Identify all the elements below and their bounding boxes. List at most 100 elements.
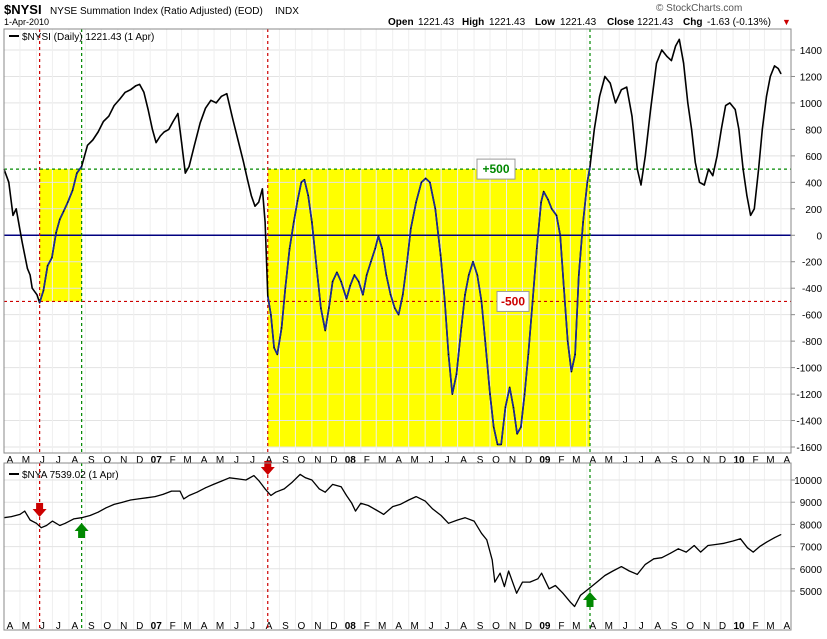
nya-point bbox=[562, 592, 564, 594]
xtick-label-lower-28: A bbox=[460, 621, 467, 632]
nya-point bbox=[332, 483, 334, 485]
xtick-label-upper-22: F bbox=[364, 455, 370, 466]
nya-point bbox=[424, 500, 426, 502]
nysi-point bbox=[168, 128, 170, 130]
nysi-point bbox=[92, 139, 94, 141]
nysi-point bbox=[143, 91, 145, 93]
nysi-point bbox=[242, 160, 244, 162]
nysi-point bbox=[42, 290, 45, 292]
red-down-arrow-icon bbox=[260, 461, 275, 475]
nysi-point bbox=[604, 75, 606, 78]
xtick-label-lower-27: J bbox=[445, 621, 450, 632]
xtick-label-upper-0: A bbox=[7, 455, 14, 466]
nysi-point bbox=[720, 128, 722, 130]
nya-point bbox=[499, 572, 501, 574]
nya-point bbox=[97, 511, 99, 513]
nysi-point bbox=[102, 120, 104, 123]
xtick-label-lower-14: J bbox=[234, 621, 239, 632]
nya-point bbox=[179, 490, 181, 492]
nysi-point bbox=[374, 247, 376, 250]
nya-point bbox=[464, 517, 466, 519]
reference-label-box-0 bbox=[476, 158, 516, 180]
lower-y-axis: 10000 9000 8000 7000 6000 5000 bbox=[791, 476, 822, 598]
nya-point bbox=[716, 543, 718, 545]
nya-point bbox=[264, 488, 266, 490]
nysi-point bbox=[47, 265, 49, 267]
nysi-point bbox=[543, 191, 545, 193]
header-symbol: $NYSI bbox=[4, 2, 42, 17]
nysi-point bbox=[385, 274, 387, 276]
nysi-point bbox=[614, 102, 617, 104]
nya-point bbox=[258, 480, 260, 482]
xtick-label-upper-33: 09 bbox=[539, 455, 551, 466]
nysi-point bbox=[670, 60, 673, 62]
nysi-point bbox=[108, 115, 110, 117]
nya-point bbox=[324, 491, 326, 493]
main-ytick-label-10: -600 bbox=[802, 311, 822, 322]
xtick-label-lower-4: A bbox=[72, 621, 79, 632]
nysi-point bbox=[489, 393, 491, 395]
nya-point bbox=[213, 483, 214, 485]
nya-point bbox=[596, 581, 598, 583]
xtick-label-upper-16: A bbox=[266, 455, 273, 466]
nysi-point bbox=[210, 99, 212, 101]
nysi-point bbox=[472, 261, 474, 263]
xtick-label-upper-5: S bbox=[88, 455, 95, 466]
nya-point bbox=[677, 548, 679, 550]
nya-point bbox=[554, 585, 556, 586]
xtick-label-lower-23: M bbox=[378, 621, 386, 632]
nysi-point bbox=[184, 172, 186, 174]
nya-point bbox=[188, 495, 190, 496]
nysi-point bbox=[691, 128, 693, 130]
xtick-label-upper-11: M bbox=[183, 455, 191, 466]
nysi-point bbox=[264, 221, 266, 223]
nysi-point bbox=[398, 314, 400, 316]
xtick-label-lower-18: O bbox=[298, 621, 306, 632]
nysi-point bbox=[708, 168, 710, 170]
main-ytick-label-4: 600 bbox=[805, 152, 822, 163]
nya-point bbox=[283, 488, 285, 490]
nysi-point bbox=[780, 73, 782, 75]
nysi-point bbox=[586, 181, 588, 183]
xtick-label-upper-27: J bbox=[445, 455, 450, 466]
green-up-arrow-icon bbox=[583, 592, 597, 607]
close-value: 1221.43 bbox=[637, 17, 674, 28]
xtick-label-upper-43: N bbox=[703, 455, 710, 466]
xtick-label-lower-40: A bbox=[654, 621, 661, 632]
xtick-label-lower-11: M bbox=[183, 621, 191, 632]
nysi-point bbox=[97, 131, 99, 133]
xtick-label-upper-9: 07 bbox=[151, 455, 163, 466]
nya-point bbox=[205, 487, 206, 489]
xtick-label-lower-24: A bbox=[395, 621, 402, 632]
xtick-label-upper-17: S bbox=[282, 455, 289, 466]
chg-down-arrow-icon: ▼ bbox=[782, 17, 791, 27]
nya-point bbox=[237, 478, 239, 480]
lower-arrow-markers bbox=[32, 461, 597, 607]
nysi-point bbox=[589, 165, 591, 168]
xtick-label-lower-29: S bbox=[477, 621, 484, 632]
main-ytick-label-7: 0 bbox=[816, 231, 822, 242]
nysi-point bbox=[12, 214, 14, 216]
nya-point bbox=[138, 498, 139, 500]
nysi-point bbox=[683, 62, 685, 64]
xtick-label-lower-5: S bbox=[88, 621, 95, 632]
nysi-point bbox=[293, 221, 295, 223]
nya-point bbox=[73, 518, 75, 520]
nysi-point bbox=[429, 181, 431, 183]
main-vertical-markers bbox=[39, 29, 591, 453]
nysi-point bbox=[678, 38, 680, 41]
nya-point bbox=[537, 578, 539, 580]
highlight-range-1 bbox=[267, 169, 590, 447]
xtick-label-lower-48: A bbox=[784, 621, 791, 632]
xtick-label-upper-34: F bbox=[558, 455, 564, 466]
nysi-point bbox=[496, 443, 499, 445]
nysi-point bbox=[694, 161, 696, 164]
reference-label-2: -500 bbox=[501, 294, 525, 308]
nysi-point bbox=[500, 443, 502, 445]
xtick-label-upper-39: J bbox=[639, 455, 644, 466]
nysi-point bbox=[31, 287, 33, 289]
brand-label: © StockCharts.com bbox=[656, 3, 742, 14]
nysi-point bbox=[661, 49, 663, 51]
open-label: Open bbox=[388, 17, 414, 28]
